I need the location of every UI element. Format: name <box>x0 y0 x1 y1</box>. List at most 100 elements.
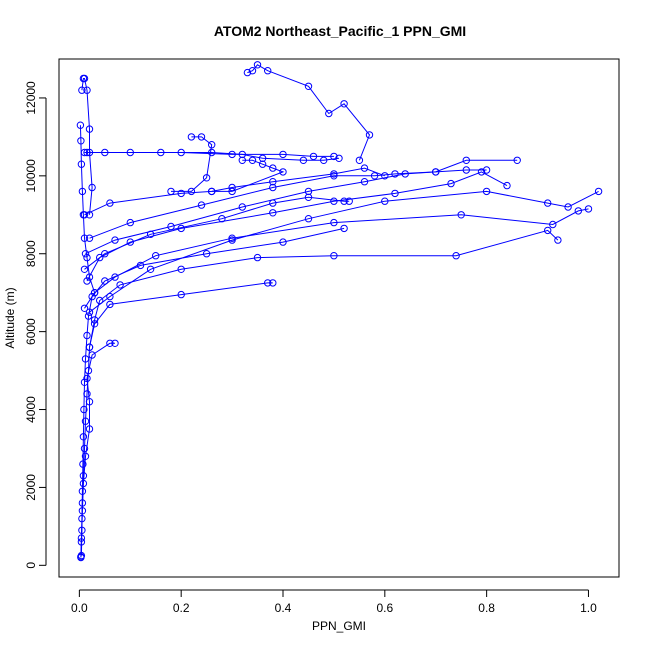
data-point <box>187 187 196 196</box>
data-point <box>79 211 88 219</box>
data-point <box>202 250 211 258</box>
data-point <box>564 203 572 211</box>
data-point <box>269 183 277 192</box>
data-point <box>482 187 491 196</box>
data-point <box>111 273 119 281</box>
data-point <box>330 172 338 180</box>
data-point <box>80 444 89 453</box>
data-point <box>482 166 491 174</box>
data-point <box>279 168 287 176</box>
data-point <box>253 61 262 69</box>
data-point <box>83 253 91 262</box>
data-point <box>299 156 308 165</box>
data-point <box>264 67 272 75</box>
data-point <box>126 218 135 227</box>
data-point <box>96 296 104 305</box>
data-point <box>477 168 486 176</box>
data-point <box>269 209 277 217</box>
series-line <box>84 196 350 270</box>
data-point <box>83 277 91 285</box>
data-point <box>78 507 87 515</box>
data-point <box>462 166 470 174</box>
y-tick-label: 6000 <box>24 318 38 345</box>
series-line <box>85 169 487 255</box>
data-point <box>106 339 114 347</box>
data-point <box>309 152 318 161</box>
data-point <box>447 179 455 188</box>
data-point <box>106 199 114 207</box>
data-point <box>304 82 313 91</box>
data-point <box>202 174 211 182</box>
data-point <box>106 292 114 301</box>
data-point <box>365 131 374 139</box>
data-point <box>574 207 582 215</box>
data-point <box>320 156 328 165</box>
data-point <box>177 189 185 198</box>
data-point <box>96 253 104 262</box>
data-point <box>248 67 257 75</box>
data-point <box>544 226 552 235</box>
x-axis: 0.0 0.2 0.4 0.6 0.8 1.0 <box>71 589 597 615</box>
data-point <box>381 197 389 205</box>
data-point <box>197 201 206 209</box>
series-line <box>80 282 273 556</box>
data-point <box>258 160 267 168</box>
data-point <box>111 339 119 347</box>
data-point <box>391 170 399 178</box>
data-point <box>269 178 277 186</box>
series-14 <box>167 133 216 196</box>
data-point <box>330 252 338 260</box>
data-point <box>269 164 277 172</box>
data-point <box>83 331 91 340</box>
data-point <box>146 265 155 273</box>
series-line <box>89 190 599 313</box>
series-line <box>211 159 285 192</box>
data-point <box>78 86 86 94</box>
data-point <box>88 292 96 301</box>
series-18 <box>76 121 99 297</box>
series-line <box>87 152 340 161</box>
data-point <box>80 234 89 242</box>
data-point <box>197 133 206 141</box>
series-16 <box>243 61 374 165</box>
series-5 <box>80 205 593 312</box>
y-axis: 0 2000 4000 6000 8000 10000 12000 <box>24 81 47 569</box>
y-tick-label: 2000 <box>24 474 38 501</box>
data-point <box>83 86 91 94</box>
series-6 <box>85 187 603 316</box>
series-line <box>80 342 115 557</box>
data-point <box>554 236 562 244</box>
data-point <box>83 390 91 398</box>
data-point <box>340 197 348 205</box>
data-point <box>90 289 99 297</box>
data-point <box>79 433 88 441</box>
series-line <box>89 229 559 348</box>
y-tick-label: 8000 <box>24 240 38 267</box>
x-tick-label: 0.4 <box>275 601 292 615</box>
data-point <box>77 137 85 145</box>
series-11 <box>80 164 389 219</box>
y-tick-label: 4000 <box>24 396 38 423</box>
data-point <box>513 156 521 165</box>
y-tick-label: 10000 <box>24 159 38 193</box>
data-point <box>452 252 460 260</box>
series-line <box>84 167 385 216</box>
data-point <box>391 189 399 198</box>
data-point <box>101 250 109 258</box>
data-point <box>80 74 89 83</box>
series-7 <box>83 168 511 285</box>
data-point <box>177 265 185 273</box>
data-point <box>549 220 557 229</box>
data-point <box>77 160 86 168</box>
x-tick-label: 0.0 <box>71 601 88 615</box>
data-point <box>330 152 338 161</box>
data-point <box>157 148 165 157</box>
series-10 <box>85 156 521 242</box>
data-point <box>208 141 216 149</box>
series-line <box>247 64 371 161</box>
data-point <box>116 281 124 289</box>
data-point <box>228 234 236 242</box>
data-point <box>304 215 313 223</box>
data-point <box>88 183 96 192</box>
data-point <box>503 181 511 190</box>
